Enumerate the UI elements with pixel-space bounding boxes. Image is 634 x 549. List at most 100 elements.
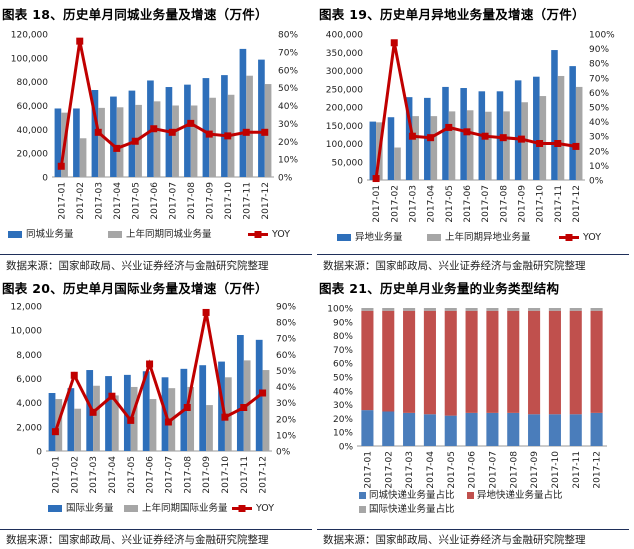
y-right-tick-label: 70% xyxy=(276,335,296,345)
stack-segment-intl xyxy=(361,308,374,311)
y-left-tick-label: 0 xyxy=(42,174,48,184)
x-tick-label: 2017-11 xyxy=(240,456,250,494)
x-tick-label: 2017-01 xyxy=(363,451,373,489)
bar-current xyxy=(442,86,449,180)
stack-segment-inter xyxy=(590,310,603,413)
legend-label: 同城业务量 xyxy=(26,228,74,240)
y-right-tick-label: 100% xyxy=(589,31,615,41)
x-tick-label: 2017-01 xyxy=(372,185,382,223)
structure-chart: 0% 10% 20% 30% 40% 50% 60% 70% 80% 90% 100% 2017-01… xyxy=(327,305,607,515)
stack-segment-intl xyxy=(528,308,541,311)
bar-current xyxy=(142,371,150,451)
y-right-tick-label: 90% xyxy=(276,303,296,313)
x-tick-label: 2017-05 xyxy=(445,185,455,223)
stack-segment-intl xyxy=(590,308,603,311)
stack-segment-inter xyxy=(382,310,395,412)
legend-swatch xyxy=(359,492,366,499)
legend-label: 上年同期国际业务量 xyxy=(142,502,228,514)
legend-label: 国际业务量 xyxy=(66,502,114,514)
y-right-tick-label: 10% xyxy=(589,162,609,172)
y-left-tick-label: 0 xyxy=(36,448,42,458)
bar-current xyxy=(569,66,576,180)
yoy-marker xyxy=(390,39,398,47)
yoy-marker xyxy=(224,132,232,140)
yoy-marker xyxy=(51,428,59,436)
bar-current xyxy=(48,393,56,451)
y-tick-label: 80% xyxy=(333,332,353,342)
international-chart: 0 2,000 4,000 6,000 8,000 10,000 12,000 0% 10% 20… xyxy=(11,303,297,515)
x-tick-label: 2017-10 xyxy=(551,451,561,489)
yoy-marker xyxy=(131,137,139,145)
y-right-tick-label: 50% xyxy=(276,367,296,377)
bar-prior-year xyxy=(153,101,161,177)
y-right-tick-label: 60% xyxy=(276,351,296,361)
inter-city-chart: 0 50,000 100,000 150,000 200,000 250,000 300,0… xyxy=(326,31,615,244)
y-left-tick-label: 100,000 xyxy=(11,54,48,64)
bar-current xyxy=(221,75,228,177)
x-tick-label: 2017-05 xyxy=(127,456,137,494)
yoy-marker xyxy=(108,392,116,400)
bar-prior-year xyxy=(172,105,179,177)
y-right-tick-label: 0% xyxy=(589,177,604,187)
divider xyxy=(0,254,312,255)
legend-swatch-yoy-marker xyxy=(565,234,573,241)
stack-segment-intra xyxy=(590,412,603,446)
x-tick-label: 2017-11 xyxy=(554,185,564,223)
x-tick-label: 2017-03 xyxy=(94,182,104,220)
y-left-tick-label: 40,000 xyxy=(17,126,49,136)
x-tick-label: 2017-12 xyxy=(572,185,582,223)
yoy-marker xyxy=(168,128,176,136)
bar-current xyxy=(54,108,62,177)
legend-swatch-current xyxy=(48,505,62,512)
y-left-tick-label: 200,000 xyxy=(326,104,363,114)
yoy-marker xyxy=(481,132,489,140)
bar-prior-year xyxy=(116,107,124,177)
x-tick-label: 2017-11 xyxy=(572,451,582,489)
stack-segment-intra xyxy=(361,410,374,446)
intra-city-chart: 0 20,000 40,000 60,000 80,000 100,000 120,000 0… xyxy=(8,31,298,240)
x-tick-label: 2017-10 xyxy=(536,185,546,223)
stack-segment-intl xyxy=(507,308,520,311)
legend-swatch-yoy-marker xyxy=(254,231,262,238)
x-tick-label: 2017-02 xyxy=(390,185,400,223)
yoy-marker xyxy=(164,418,172,426)
y-left-tick-label: 100,000 xyxy=(326,140,363,150)
y-right-tick-label: 10% xyxy=(278,156,298,166)
yoy-marker xyxy=(89,408,97,416)
yoy-marker xyxy=(259,389,267,397)
x-tick-label: 2017-04 xyxy=(426,451,436,489)
y-right-tick-label: 80% xyxy=(276,319,296,329)
yoy-marker xyxy=(536,140,544,147)
legend-swatch-current xyxy=(337,234,351,241)
legend-label: YOY xyxy=(271,229,290,240)
x-tick-label: 2017-03 xyxy=(89,456,99,494)
y-left-tick-label: 50,000 xyxy=(332,158,364,168)
y-left-tick-label: 80,000 xyxy=(17,78,49,88)
bar-prior-year xyxy=(79,138,87,177)
bar-prior-year xyxy=(394,147,401,180)
chart-title: 图表 18、历史单月同城业务量及增速（万件） xyxy=(2,7,268,22)
panel-20: 图表 20、历史单月国际业务量及增速（万件） 0 2,000 4,000 6,000 8… xyxy=(0,274,317,549)
y-left-tick-label: 150,000 xyxy=(326,122,363,132)
bar-current xyxy=(387,117,395,180)
yoy-marker xyxy=(76,37,84,45)
legend-label: 异地快递业务量占比 xyxy=(477,489,563,501)
y-right-tick-label: 80% xyxy=(589,60,609,70)
y-right-tick-label: 30% xyxy=(278,120,298,130)
yoy-marker xyxy=(221,413,229,421)
bar-prior-year xyxy=(111,395,119,451)
y-left-tick-label: 250,000 xyxy=(326,85,363,95)
bar-prior-year xyxy=(149,399,157,451)
yoy-marker xyxy=(408,132,416,140)
y-tick-label: 10% xyxy=(333,429,353,439)
bar-current xyxy=(110,96,117,177)
legend-label: 上年同期异地业务量 xyxy=(445,231,531,243)
x-tick-label: 2017-12 xyxy=(261,182,271,220)
divider xyxy=(317,254,629,255)
bar-current xyxy=(236,335,244,451)
bar-prior-year xyxy=(262,370,270,451)
bar-prior-year xyxy=(503,111,510,180)
bar-prior-year xyxy=(539,96,547,180)
panel-18: 图表 18、历史单月同城业务量及增速（万件） 0 20,000 40,000 60,0… xyxy=(0,0,317,274)
yoy-marker xyxy=(70,371,78,379)
